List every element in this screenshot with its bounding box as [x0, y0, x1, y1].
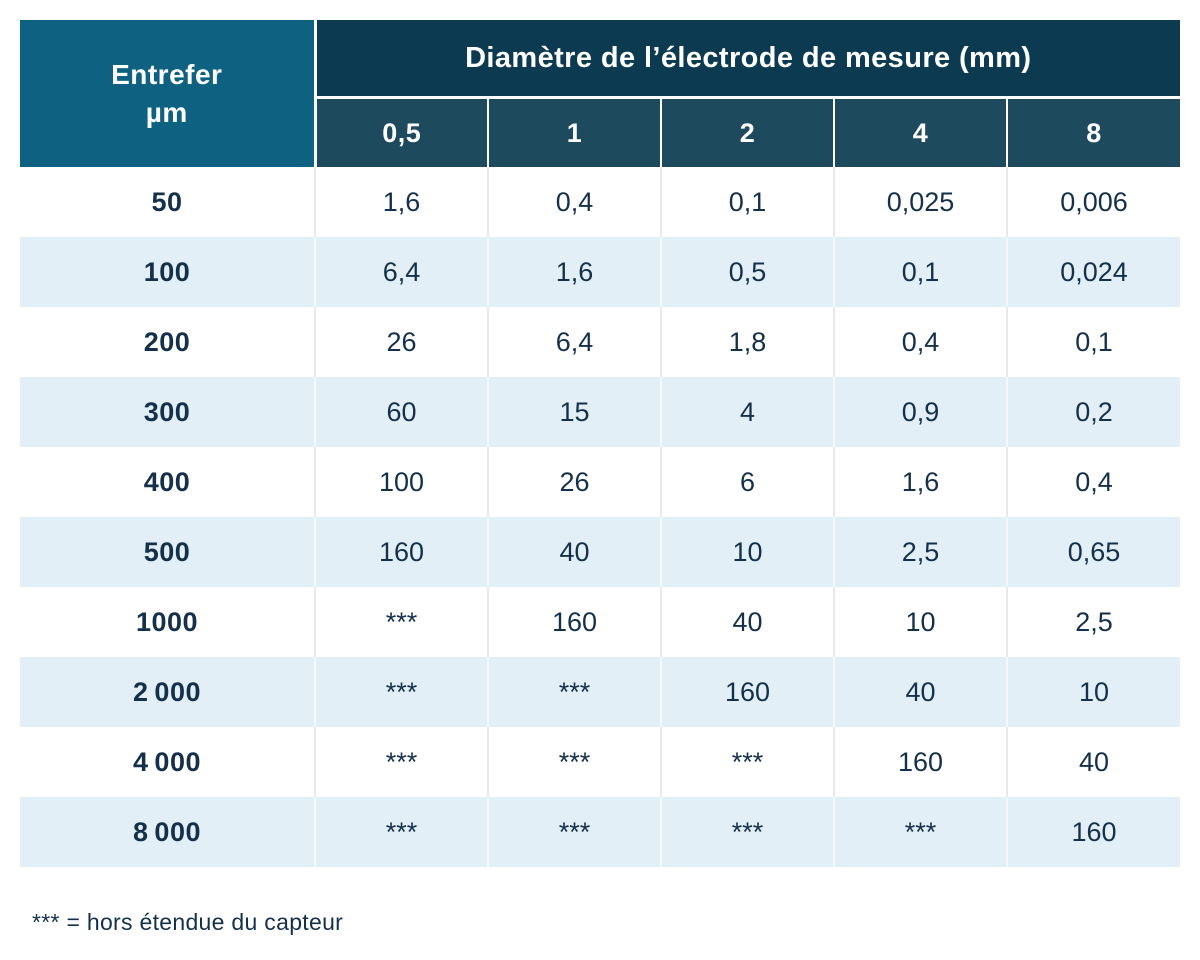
column-header-2: 2 — [660, 97, 834, 167]
cell-value: 0,1 — [833, 237, 1007, 307]
table-row: 200 26 6,4 1,8 0,4 0,1 — [20, 307, 1181, 377]
cell-value: 0,006 — [1005, 167, 1181, 237]
cell-value: 2,5 — [1005, 587, 1181, 657]
row-label: 8 000 — [133, 816, 201, 847]
cell-value: 60 — [314, 377, 488, 447]
cell-value: 160 — [1005, 797, 1181, 867]
corner-label-line1: Entrefer — [111, 58, 223, 90]
cell-value: 160 — [833, 727, 1007, 797]
cell-value: *** — [314, 587, 488, 657]
cell-value: *** — [487, 657, 661, 727]
cell-value: 6 — [660, 447, 834, 517]
cell-value: 10 — [660, 517, 834, 587]
cell-value: 40 — [660, 587, 834, 657]
cell-value: 160 — [660, 657, 834, 727]
table-body: 50 1,6 0,4 0,1 0,025 0,006 100 6,4 1,6 0,5 0,1 0,02… — [20, 167, 1181, 867]
table-header: Entrefer µm Diamètre de l’électrode de m… — [20, 20, 1181, 167]
row-label: 1000 — [135, 606, 199, 637]
cell-value: 0,1 — [1005, 307, 1181, 377]
cell-value: 160 — [314, 517, 488, 587]
row-label: 50 — [151, 186, 183, 217]
cell-value: 40 — [833, 657, 1007, 727]
footnote: *** = hors étendue du capteur — [32, 909, 344, 935]
row-label: 400 — [143, 466, 191, 497]
row-label: 4 000 — [133, 746, 201, 777]
cell-value: 1,8 — [660, 307, 834, 377]
table-row: 1000 *** 160 40 10 2,5 — [20, 587, 1181, 657]
cell-value: *** — [487, 797, 661, 867]
cell-value: 0,4 — [833, 307, 1007, 377]
row-label: 100 — [143, 256, 191, 287]
cell-value: *** — [487, 727, 661, 797]
column-header-4: 4 — [833, 97, 1007, 167]
table-row: 400 100 26 6 1,6 0,4 — [20, 447, 1181, 517]
corner-label-line2: µm — [145, 96, 188, 128]
table-row: 8 000 *** *** *** *** 160 — [20, 797, 1181, 867]
table-row: 300 60 15 4 0,9 0,2 — [20, 377, 1181, 447]
table-row: 100 6,4 1,6 0,5 0,1 0,024 — [20, 237, 1181, 307]
cell-value: 15 — [487, 377, 661, 447]
cell-value: 1,6 — [833, 447, 1007, 517]
cell-value: 1,6 — [314, 167, 488, 237]
row-label: 200 — [143, 326, 191, 357]
table-row: 2 000 *** *** 160 40 10 — [20, 657, 1181, 727]
row-label: 500 — [143, 536, 191, 567]
cell-value: 0,025 — [833, 167, 1007, 237]
electrode-measure-table: Entrefer µm Diamètre de l’électrode de m… — [20, 20, 1181, 867]
cell-value: 0,1 — [660, 167, 834, 237]
cell-value: 2,5 — [833, 517, 1007, 587]
cell-value: 0,9 — [833, 377, 1007, 447]
cell-value: 0,65 — [1005, 517, 1181, 587]
cell-value: *** — [833, 797, 1007, 867]
column-header-1: 1 — [487, 97, 661, 167]
cell-value: 0,2 — [1005, 377, 1181, 447]
cell-value: 0,4 — [487, 167, 661, 237]
column-header-0-5: 0,5 — [315, 97, 488, 167]
cell-value: 6,4 — [314, 237, 488, 307]
corner-cell-entrefer: Entrefer µm — [20, 20, 317, 167]
cell-value: 10 — [833, 587, 1007, 657]
cell-value: 1,6 — [487, 237, 661, 307]
cell-value: *** — [660, 727, 834, 797]
table-row: 500 160 40 10 2,5 0,65 — [20, 517, 1181, 587]
cell-value: 26 — [314, 307, 488, 377]
table-row: 4 000 *** *** *** 160 40 — [20, 727, 1181, 797]
cell-value: *** — [314, 797, 488, 867]
row-label: 300 — [143, 396, 191, 427]
cell-value: 0,024 — [1005, 237, 1181, 307]
cell-value: *** — [314, 657, 488, 727]
cell-value: 0,4 — [1005, 447, 1181, 517]
cell-value: 40 — [487, 517, 661, 587]
cell-value: 0,5 — [660, 237, 834, 307]
cell-value: 6,4 — [487, 307, 661, 377]
cell-value: 10 — [1005, 657, 1181, 727]
cell-value: 40 — [1005, 727, 1181, 797]
cell-value: 100 — [314, 447, 488, 517]
header-row-columns: 0,5 1 2 4 8 — [20, 97, 1181, 167]
cell-value: 160 — [487, 587, 661, 657]
header-row-top: Entrefer µm Diamètre de l’électrode de m… — [20, 20, 1181, 167]
cell-value: 26 — [487, 447, 661, 517]
table-row: 50 1,6 0,4 0,1 0,025 0,006 — [20, 167, 1181, 237]
row-label: 2 000 — [133, 676, 201, 707]
table-title: Diamètre de l’électrode de mesure (mm) — [315, 20, 1181, 99]
cell-value: *** — [314, 727, 488, 797]
cell-value: 4 — [660, 377, 834, 447]
column-header-8: 8 — [1005, 97, 1181, 167]
cell-value: *** — [660, 797, 834, 867]
